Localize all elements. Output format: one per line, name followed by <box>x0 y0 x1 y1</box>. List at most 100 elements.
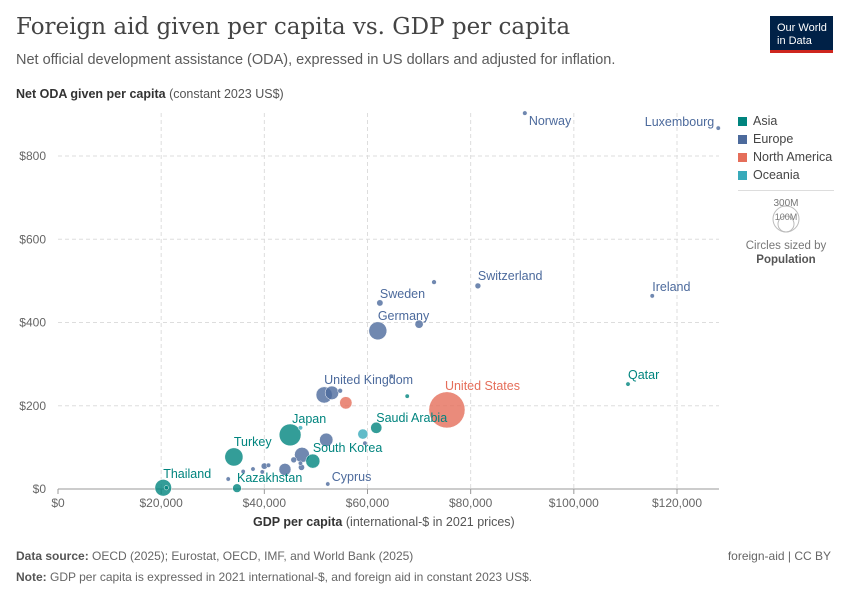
point-label: United States <box>445 379 520 393</box>
y-tick-label: $600 <box>19 232 46 246</box>
data-point-qatar <box>625 381 631 387</box>
data-point <box>265 462 271 468</box>
data-point <box>250 466 256 472</box>
point-label: Cyprus <box>332 470 372 484</box>
x-axis-label: GDP per capita (international-$ in 2021 … <box>253 515 515 529</box>
data-point <box>337 388 343 394</box>
point-label: Saudi Arabia <box>376 411 447 425</box>
data-point <box>225 476 231 482</box>
legend-swatch <box>738 134 747 144</box>
x-tick-label: $80,000 <box>449 496 493 510</box>
point-label: Sweden <box>380 287 425 301</box>
point-label: Thailand <box>163 467 211 481</box>
source-label: Data source: <box>16 549 89 563</box>
data-point <box>339 396 353 410</box>
legend-item[interactable]: North America <box>738 148 832 166</box>
point-label: Qatar <box>628 368 659 382</box>
data-point-saudi-arabia <box>370 421 383 434</box>
point-label: Switzerland <box>478 269 543 283</box>
point-label: Japan <box>292 412 326 426</box>
x-tick-label: $60,000 <box>346 496 390 510</box>
data-point <box>404 393 410 399</box>
data-point-switzerland <box>474 282 482 290</box>
data-point <box>362 440 368 446</box>
legend-item[interactable]: Asia <box>738 112 832 130</box>
size-variable: Population <box>756 254 816 266</box>
x-tick-label: $100,000 <box>549 496 599 510</box>
logo-line2: in Data <box>777 35 812 47</box>
y-tick-label: $800 <box>19 149 46 163</box>
legend-swatch <box>738 152 747 162</box>
point-label: Kazakhstan <box>237 471 302 485</box>
size-label-300m: 300M <box>773 198 799 209</box>
source-text[interactable]: OECD (2025); Eurostat, OECD, IMF, and Wo… <box>92 549 414 563</box>
slug-license[interactable]: foreign-aid | CC BY <box>727 549 831 563</box>
legend-label: North America <box>753 150 833 164</box>
data-point <box>431 279 437 285</box>
point-label: Norway <box>529 114 572 128</box>
y-label-rest: (constant 2023 US$) <box>169 87 284 101</box>
point-label: Turkey <box>234 435 272 449</box>
x-label-bold: GDP per capita <box>253 515 343 529</box>
point-label: Germany <box>378 309 430 323</box>
data-point <box>388 373 394 379</box>
data-point <box>290 456 297 464</box>
y-tick-label: $0 <box>33 482 47 496</box>
legend-swatch <box>738 116 747 126</box>
y-tick-label: $400 <box>19 316 46 330</box>
data-point <box>324 385 339 400</box>
data-point-kazakhstan <box>232 483 242 493</box>
legend-label: Oceania <box>753 168 800 182</box>
data-point-turkey <box>224 447 244 467</box>
data-point-sweden <box>376 299 384 307</box>
data-point <box>163 485 169 491</box>
chart-title: Foreign aid given per capita vs. GDP per… <box>16 14 571 40</box>
legend: Asia Europe North America Oceania <box>738 112 832 184</box>
point-label: Ireland <box>652 280 690 294</box>
data-source: Data source: OECD (2025); Eurostat, OECD… <box>16 549 413 563</box>
data-point-thailand <box>154 479 172 497</box>
data-point-japan <box>278 423 302 447</box>
data-point <box>357 428 369 440</box>
point-label: United Kingdom <box>324 373 413 387</box>
owid-logo[interactable]: Our World in Data <box>770 16 833 53</box>
data-point <box>240 469 246 474</box>
data-point <box>319 432 334 447</box>
data-point-south-korea <box>305 453 321 469</box>
data-point <box>414 319 424 329</box>
data-point <box>278 463 292 476</box>
data-point-norway <box>522 110 528 116</box>
logo-line1: Our World <box>777 22 827 34</box>
data-point <box>297 460 303 466</box>
x-tick-label: $0 <box>51 496 65 510</box>
legend-swatch <box>738 170 747 180</box>
point-label: South Korea <box>313 441 383 455</box>
legend-item[interactable]: Oceania <box>738 166 832 184</box>
data-point-luxembourg <box>715 125 721 131</box>
point-label: Luxembourg <box>645 115 715 129</box>
x-tick-label: $20,000 <box>139 496 183 510</box>
data-point <box>259 469 265 475</box>
x-tick-label: $120,000 <box>652 496 702 510</box>
legend-label: Europe <box>753 132 794 146</box>
chart-subtitle: Net official development assistance (ODA… <box>16 52 616 68</box>
x-tick-label: $40,000 <box>243 496 287 510</box>
x-label-rest: (international-$ in 2021 prices) <box>345 515 515 529</box>
note: Note: GDP per capita is expressed in 202… <box>16 570 532 584</box>
y-label-bold: Net ODA given per capita <box>16 87 166 101</box>
size-caption: Circles sized by <box>745 240 827 252</box>
data-point-cyprus <box>325 481 331 487</box>
note-label: Note: <box>16 570 47 584</box>
data-point-ireland <box>649 293 655 299</box>
y-axis-label: Net ODA given per capita (constant 2023 … <box>16 87 284 101</box>
legend-divider <box>738 190 834 191</box>
legend-label: Asia <box>753 114 778 128</box>
data-point <box>297 425 303 431</box>
size-label-100m: 100M <box>774 212 798 222</box>
data-point-united-states <box>428 391 466 429</box>
note-text: GDP per capita is expressed in 2021 inte… <box>50 570 533 584</box>
data-point-germany <box>368 321 388 341</box>
legend-item[interactable]: Europe <box>738 130 832 148</box>
